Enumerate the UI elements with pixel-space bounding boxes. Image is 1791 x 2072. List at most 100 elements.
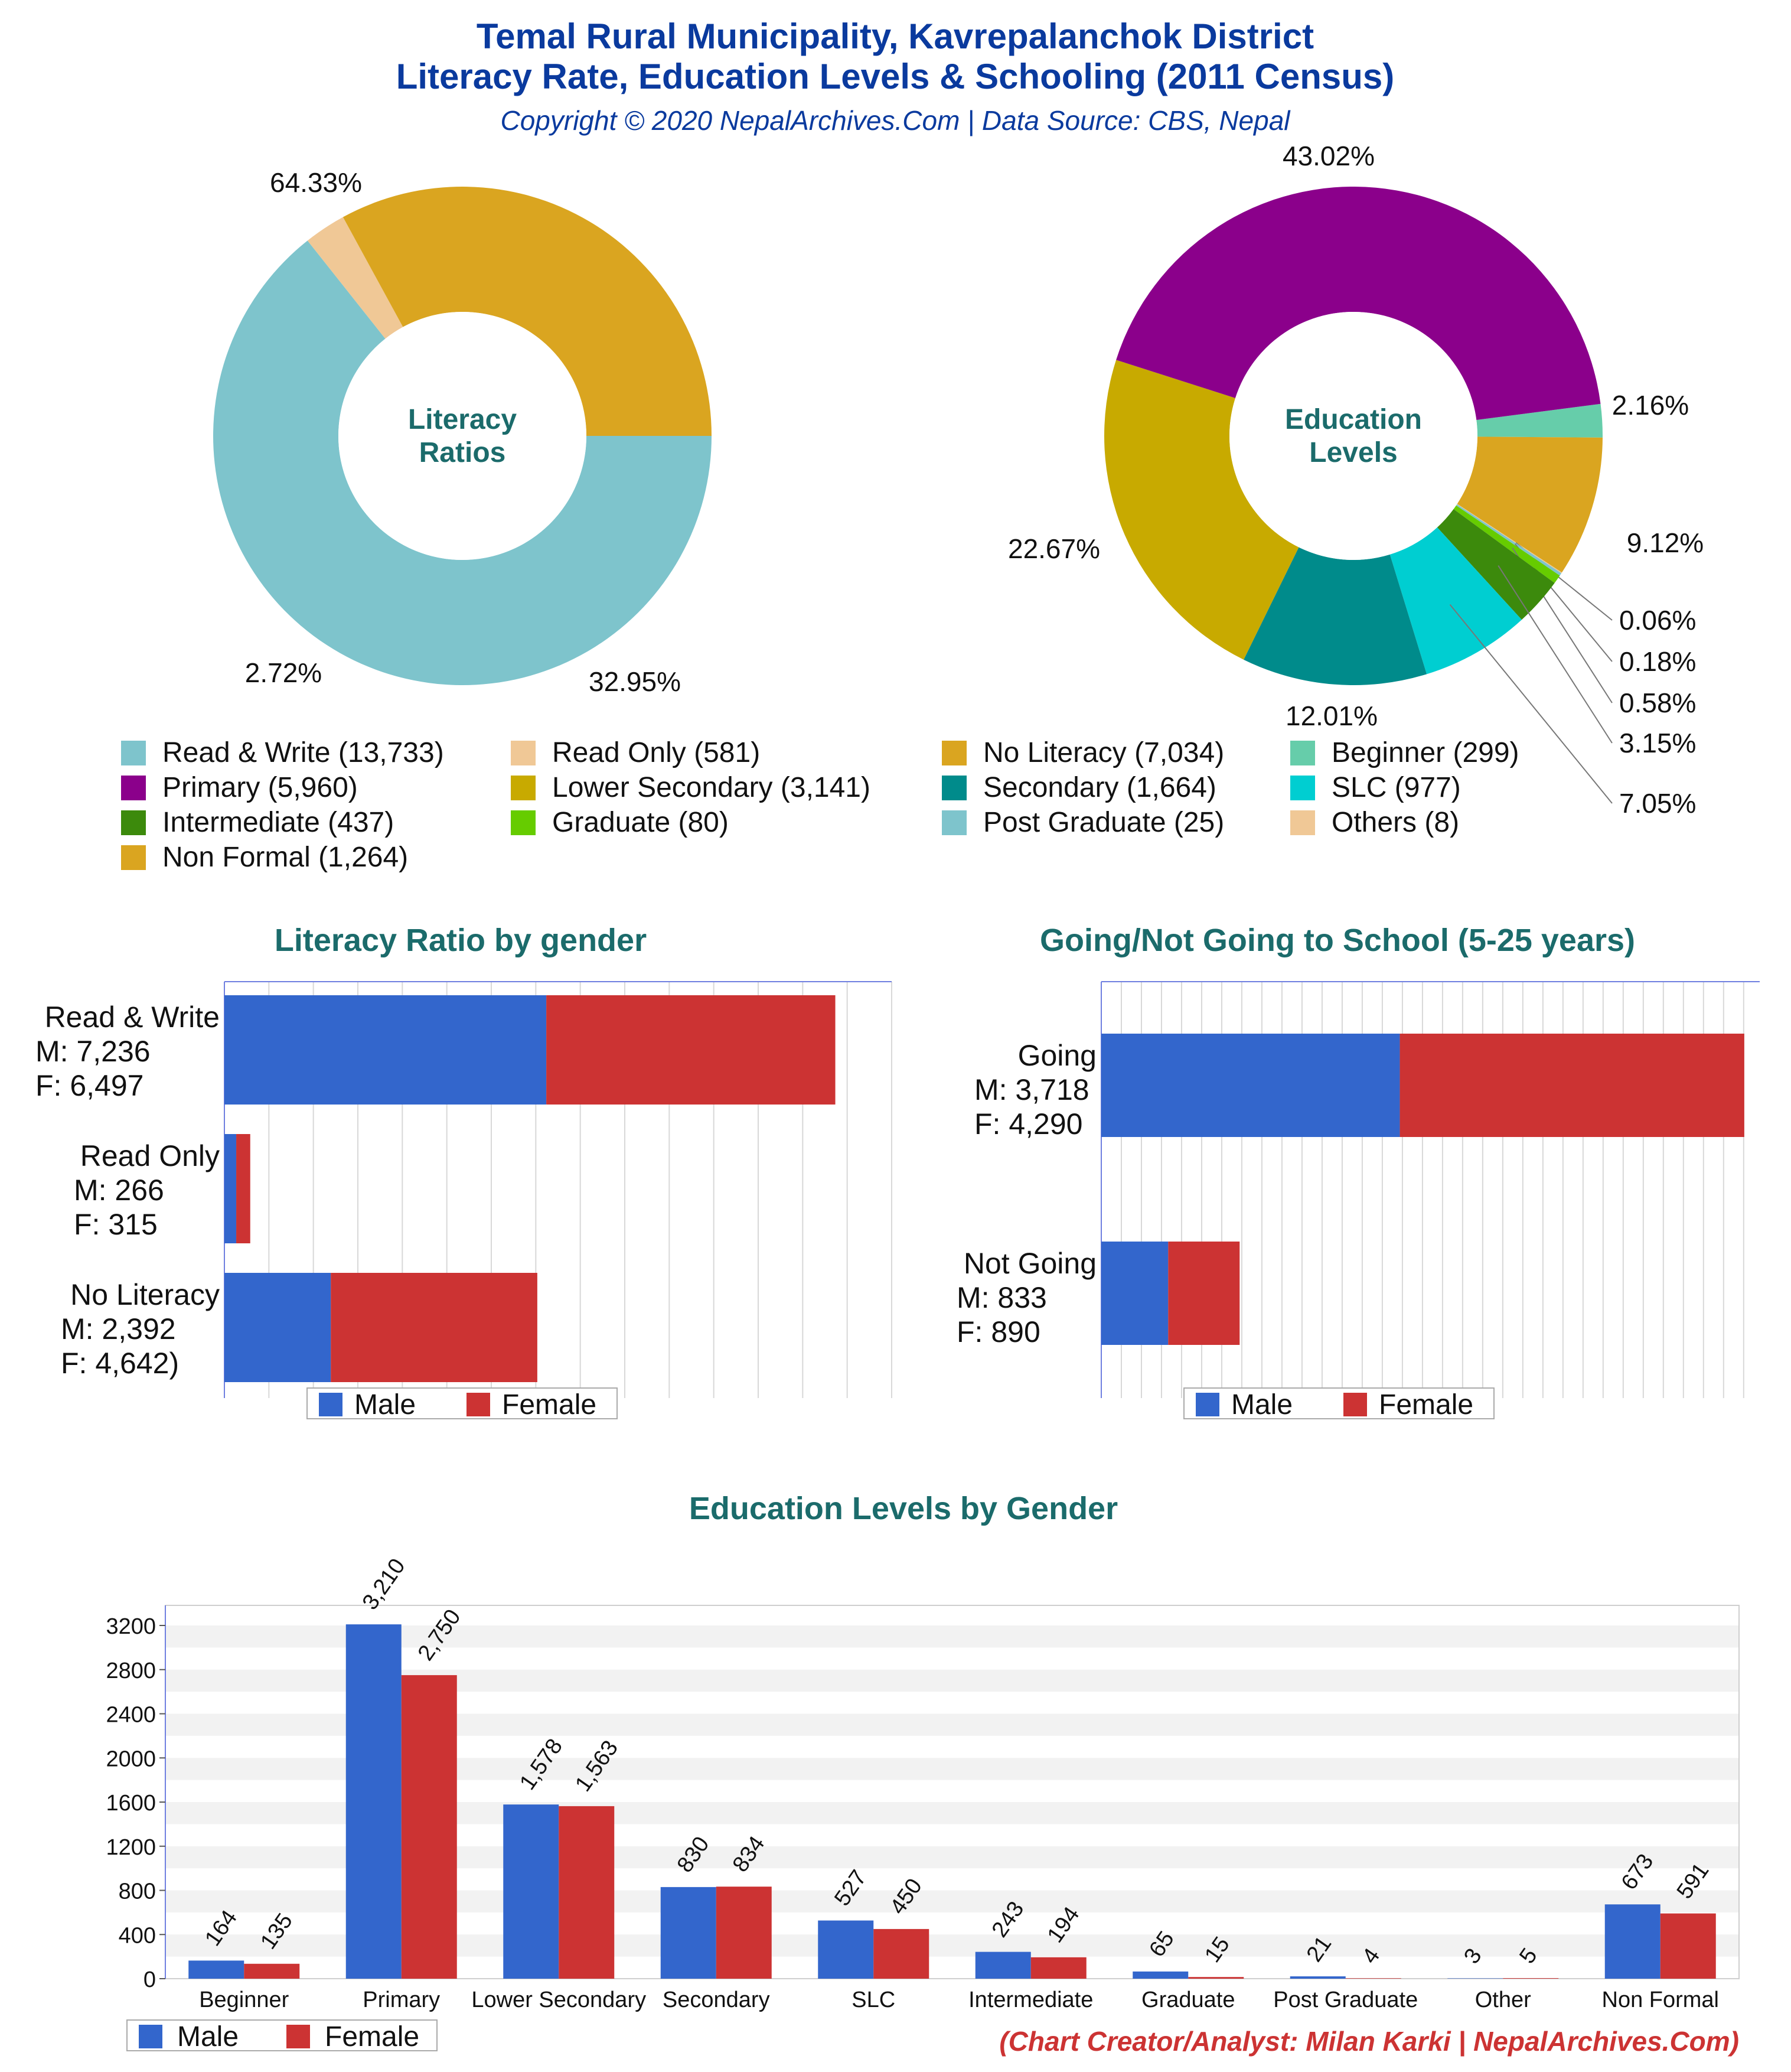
legend-label: Female (325, 2021, 419, 2053)
bar-male (1447, 1978, 1503, 1979)
legend-label: Female (1379, 1389, 1473, 1421)
legend-swatch (121, 810, 146, 835)
legend-swatch (942, 776, 967, 800)
bar-female (559, 1806, 615, 1979)
donut-slice (1116, 186, 1601, 421)
legend-label: Secondary (1,664) (983, 772, 1216, 803)
legend-swatch (1290, 741, 1315, 765)
category-label: F: 6,497 (35, 1069, 143, 1102)
legend-box (126, 2019, 438, 2051)
y-tick-label: 3200 (106, 1614, 156, 1639)
donut-slice (1389, 527, 1522, 675)
donut-slice (1437, 509, 1555, 620)
slice-percent-label: 12.01% (1286, 701, 1378, 731)
credit-text: (Chart Creator/Analyst: Milan Karki | Ne… (999, 2026, 1739, 2057)
donut-slice (307, 217, 403, 339)
x-tick-label: Lower Secondary (471, 1988, 646, 2012)
slice-percent-label: 64.33% (270, 167, 362, 198)
data-label: 834 (728, 1832, 770, 1876)
x-tick-label: Intermediate (968, 1988, 1093, 2012)
slice-percent-label: 2.72% (245, 657, 322, 688)
legend-swatch (466, 1393, 490, 1416)
donut-slice (1244, 547, 1427, 685)
x-tick-label: Non Formal (1602, 1988, 1720, 2012)
slice-percent-label: 0.06% (1619, 605, 1696, 636)
category-label: F: 4,642) (61, 1347, 179, 1380)
bar-male (660, 1887, 716, 1979)
donut-slice (1104, 360, 1299, 660)
legend-label: Read & Write (13,733) (162, 737, 444, 768)
bar-female (873, 1928, 929, 1979)
legend-label: Post Graduate (25) (983, 807, 1224, 838)
donut-slice (1476, 403, 1603, 438)
category-label: F: 315 (74, 1208, 158, 1241)
bar-female (401, 1675, 457, 1979)
leader-line (1449, 604, 1613, 804)
category-label: Read & Write (45, 1001, 220, 1034)
bar-male (818, 1920, 874, 1979)
legend-label: Female (502, 1389, 596, 1421)
bar-male (1101, 1034, 1400, 1137)
legend-swatch (1196, 1393, 1219, 1416)
bar-female (1660, 1913, 1716, 1979)
legend-swatch (286, 2025, 310, 2048)
legend-label: Male (354, 1389, 416, 1421)
legend-swatch (1290, 810, 1315, 835)
donut-slice (1457, 504, 1562, 574)
y-tick-label: 0 (143, 1967, 156, 1992)
legend-box (1183, 1387, 1495, 1419)
bar-male (1604, 1904, 1660, 1979)
slice-percent-label: 3.15% (1619, 728, 1696, 758)
donut-slice (213, 240, 712, 686)
category-label: M: 7,236 (35, 1035, 151, 1068)
legend-swatch (942, 741, 967, 765)
education-gender-title: Education Levels by Gender (689, 1491, 1118, 1526)
legend-label: Lower Secondary (3,141) (552, 772, 870, 803)
leader-line (1498, 565, 1613, 744)
slice-percent-label: 0.18% (1619, 646, 1696, 677)
bar-male (503, 1804, 559, 1979)
category-label: F: 890 (957, 1315, 1040, 1348)
bar-female (716, 1887, 772, 1979)
slice-percent-label: 43.02% (1283, 141, 1375, 171)
page-title-line1: Temal Rural Municipality, Kavrepalanchok… (477, 17, 1314, 56)
bar-female (1503, 1978, 1559, 1979)
donut-center-label: Literacy (408, 404, 517, 435)
legend-label: Others (8) (1332, 807, 1459, 838)
x-tick-label: Primary (363, 1988, 440, 2012)
bar-male (1101, 1242, 1169, 1345)
legend-label: Primary (5,960) (162, 772, 358, 803)
legend-swatch (1343, 1393, 1367, 1416)
bar-male (224, 1134, 237, 1243)
donut-center-label: Levels (1309, 437, 1397, 468)
y-tick-label: 2400 (106, 1703, 156, 1728)
slice-percent-label: 0.58% (1619, 688, 1696, 718)
y-tick-label: 2000 (106, 1747, 156, 1771)
category-label: M: 3,718 (974, 1073, 1089, 1106)
legend-swatch (1290, 776, 1315, 800)
category-label: M: 266 (74, 1174, 164, 1207)
legend-swatch (511, 776, 536, 800)
bar-male (1290, 1976, 1346, 1979)
bar-female (1345, 1978, 1401, 1979)
slice-percent-label: 7.05% (1619, 788, 1696, 819)
legend-label: Intermediate (437) (162, 807, 394, 838)
x-tick-label: Secondary (663, 1988, 770, 2012)
literacy-gender-title: Literacy Ratio by gender (275, 923, 647, 958)
legend-swatch (121, 741, 146, 765)
bar-female (331, 1273, 537, 1382)
legend-swatch (511, 810, 536, 835)
y-tick-label: 1600 (106, 1791, 156, 1816)
bar-male (1133, 1971, 1189, 1979)
legend-swatch (942, 810, 967, 835)
legend-swatch (121, 845, 146, 870)
slice-percent-label: 22.67% (1008, 533, 1100, 564)
x-tick-label: SLC (852, 1988, 895, 2012)
y-tick-label: 2800 (106, 1659, 156, 1683)
bar-female (1188, 1977, 1244, 1979)
bar-female (1030, 1957, 1087, 1979)
